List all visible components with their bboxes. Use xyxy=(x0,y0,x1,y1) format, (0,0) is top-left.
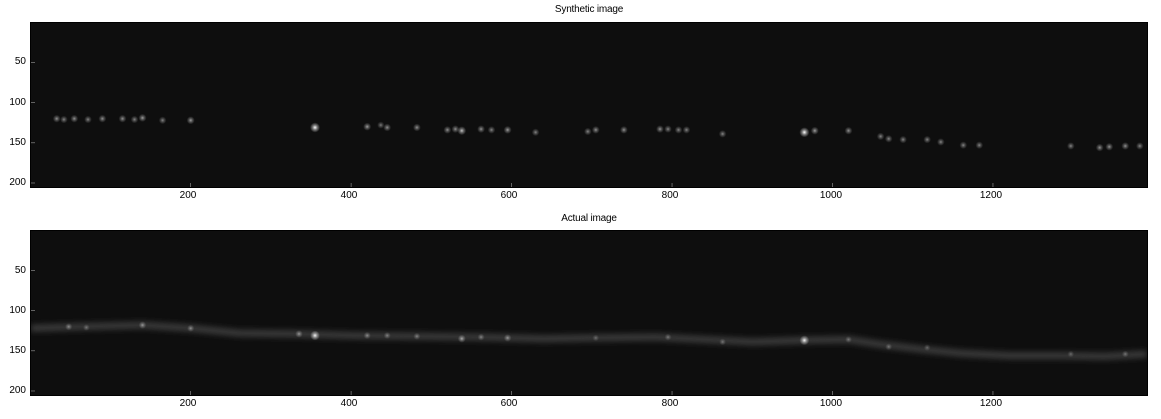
synthetic-ytick-50: 50 xyxy=(14,56,26,67)
actual-ytick-50: 50 xyxy=(14,265,26,276)
actual-xtick-600: 600 xyxy=(500,398,518,409)
fluorescent-spot xyxy=(876,132,885,141)
fluorescent-spot xyxy=(1136,142,1144,150)
synthetic-title: Synthetic image xyxy=(554,4,624,15)
synthetic-xtick-600: 600 xyxy=(500,190,518,201)
fluorescent-spot xyxy=(84,115,92,124)
synthetic-xtick-800: 800 xyxy=(661,190,679,201)
fluorescent-spot xyxy=(531,128,540,137)
fluorescent-spot xyxy=(1095,143,1104,152)
fluorescent-spot xyxy=(451,125,460,133)
fluorescent-spot xyxy=(158,116,167,125)
fluorescent-spot xyxy=(937,138,945,146)
fluorescent-spot xyxy=(1121,142,1130,150)
fluorescent-spot xyxy=(664,125,672,133)
fluorescent-spot xyxy=(975,141,984,149)
fluorescent-spot xyxy=(591,126,600,134)
fluorescent-spot xyxy=(138,113,147,122)
fluorescent-spot xyxy=(884,135,893,143)
fluorescent-spot xyxy=(664,333,672,341)
actual-xtick-400: 400 xyxy=(340,398,358,409)
fluorescent-spot xyxy=(487,126,496,134)
actual-image-plot xyxy=(30,230,1148,396)
actual-ytick-100: 100 xyxy=(9,305,26,316)
fluorescent-spot xyxy=(1105,142,1114,151)
fluorescent-spot xyxy=(457,126,467,136)
fluorescent-spot xyxy=(60,115,68,124)
synthetic-xtick-200: 200 xyxy=(179,190,197,201)
fluorescent-spot xyxy=(718,130,727,138)
fluorescent-spot xyxy=(959,141,968,149)
synthetic-ytick-100: 100 xyxy=(9,97,26,108)
synthetic-image-plot xyxy=(30,22,1148,188)
fluorescent-spot xyxy=(477,333,485,341)
fluorescent-spot xyxy=(1067,350,1075,358)
fluorescent-spot xyxy=(118,114,127,123)
synthetic-xtick-1200: 1200 xyxy=(979,190,1003,201)
fluorescent-spot xyxy=(52,114,61,123)
actual-ytick-200: 200 xyxy=(9,385,26,396)
fluorescent-spot xyxy=(719,338,726,346)
fluorescent-spot xyxy=(584,127,592,136)
actual-ytick-150: 150 xyxy=(9,345,26,356)
fluorescent-spot xyxy=(383,332,391,339)
fluorescent-spot xyxy=(295,330,303,338)
fluorescent-spot xyxy=(682,126,691,134)
synthetic-ytick-200: 200 xyxy=(9,177,26,188)
fluorescent-spot xyxy=(899,135,907,144)
fluorescent-spot xyxy=(845,336,852,343)
fluorescent-spot xyxy=(810,126,819,135)
synthetic-xtick-400: 400 xyxy=(340,190,358,201)
fluorescent-spot xyxy=(799,127,810,138)
image-canvas xyxy=(31,270,1147,395)
fluorescent-spot xyxy=(138,321,147,329)
fluorescent-spot xyxy=(592,334,600,342)
fluorescent-spot xyxy=(413,123,421,132)
fluorescent-spot xyxy=(674,126,683,134)
fluorescent-spot xyxy=(457,334,466,343)
image-canvas xyxy=(31,62,1144,187)
fluorescent-spot xyxy=(799,335,810,346)
fluorescent-spot xyxy=(656,125,664,133)
fluorescent-spot xyxy=(923,135,931,144)
actual-xtick-800: 800 xyxy=(661,398,679,409)
fluorescent-spot xyxy=(443,126,452,134)
fluorescent-spot xyxy=(923,344,931,351)
fluorescent-spot xyxy=(885,343,893,351)
fluorescent-spot xyxy=(377,121,385,129)
fluorescent-spot xyxy=(363,122,372,131)
fluorescent-spot xyxy=(503,125,512,134)
fluorescent-spot xyxy=(130,115,139,124)
filament-ridge xyxy=(31,321,1147,360)
fluorescent-spot xyxy=(186,116,195,125)
actual-xtick-1000: 1000 xyxy=(819,398,843,409)
fluorescent-spot xyxy=(363,331,371,340)
actual-xtick-200: 200 xyxy=(179,398,197,409)
actual-xtick-1200: 1200 xyxy=(979,398,1003,409)
synthetic-ytick-150: 150 xyxy=(9,137,26,148)
fluorescent-spot xyxy=(310,122,320,133)
fluorescent-spot xyxy=(70,114,79,123)
fluorescent-spot xyxy=(310,330,320,341)
fluorescent-spot xyxy=(477,125,485,133)
fluorescent-spot xyxy=(383,123,392,132)
fluorescent-spot xyxy=(844,126,853,135)
fluorescent-spot xyxy=(65,323,73,331)
fluorescent-spot xyxy=(187,324,195,332)
fluorescent-spot xyxy=(98,114,107,123)
fluorescent-spot xyxy=(83,324,90,331)
fluorescent-spot xyxy=(413,332,421,340)
fluorescent-spot xyxy=(1121,350,1129,358)
actual-title: Actual image xyxy=(561,213,617,224)
fluorescent-spot xyxy=(503,334,512,342)
fluorescent-spot xyxy=(620,126,628,134)
synthetic-xtick-1000: 1000 xyxy=(819,190,843,201)
fluorescent-spot xyxy=(1067,142,1075,150)
